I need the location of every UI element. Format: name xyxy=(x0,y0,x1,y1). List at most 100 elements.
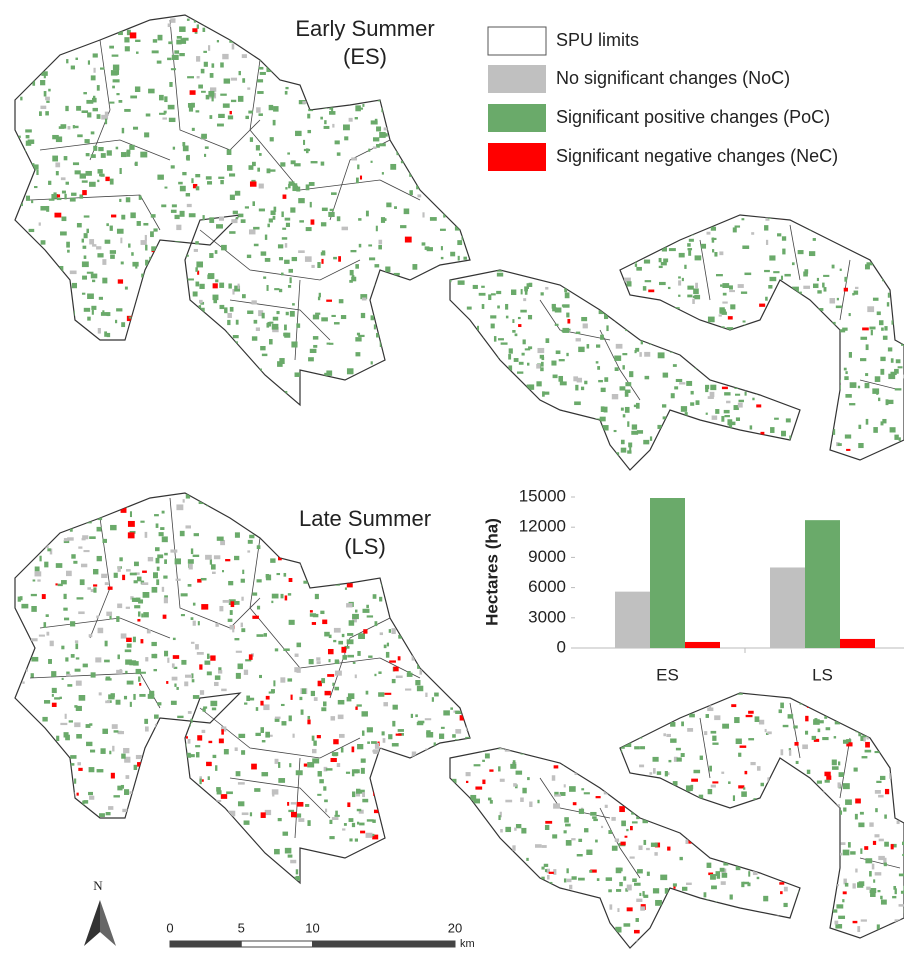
land-cover-speck xyxy=(506,447,510,452)
land-cover-speck xyxy=(702,366,705,370)
land-cover-speck xyxy=(148,437,154,441)
land-cover-speck xyxy=(505,827,511,832)
land-cover-speck xyxy=(566,133,571,137)
land-cover-speck xyxy=(325,691,331,695)
land-cover-speck xyxy=(466,690,472,695)
land-cover-speck xyxy=(105,701,110,704)
land-cover-speck xyxy=(442,189,445,195)
land-cover-speck xyxy=(69,446,72,452)
land-cover-speck xyxy=(55,583,57,585)
land-cover-speck xyxy=(766,43,772,48)
land-cover-speck xyxy=(750,762,755,765)
land-cover-speck xyxy=(47,291,51,295)
land-cover-speck xyxy=(28,754,34,757)
land-cover-speck xyxy=(363,449,368,454)
land-cover-speck xyxy=(125,287,128,290)
land-cover-speck xyxy=(388,847,392,852)
land-cover-speck xyxy=(464,604,469,609)
land-cover-speck xyxy=(670,738,676,742)
land-cover-speck xyxy=(400,898,404,904)
land-cover-speck xyxy=(311,161,318,163)
land-cover-speck xyxy=(886,155,891,159)
land-cover-speck xyxy=(778,793,785,796)
land-cover-speck xyxy=(44,862,47,868)
land-cover-speck xyxy=(844,288,848,292)
land-cover-speck xyxy=(359,244,362,248)
land-cover-speck xyxy=(453,144,459,149)
land-cover-speck xyxy=(229,885,234,888)
land-cover-speck xyxy=(273,680,275,686)
land-cover-speck xyxy=(506,437,508,443)
land-cover-speck xyxy=(558,411,564,415)
land-cover-speck xyxy=(499,724,502,727)
land-cover-speck xyxy=(213,755,217,758)
land-cover-speck xyxy=(522,353,525,356)
land-cover-speck xyxy=(751,923,756,928)
land-cover-speck xyxy=(184,342,187,345)
land-cover-speck xyxy=(235,747,238,751)
land-cover-speck xyxy=(48,181,51,185)
land-cover-speck xyxy=(506,206,510,211)
land-cover-speck xyxy=(232,824,237,828)
land-cover-speck xyxy=(241,750,245,755)
land-cover-speck xyxy=(320,83,324,89)
land-cover-speck xyxy=(630,213,632,217)
land-cover-speck xyxy=(668,287,671,289)
land-cover-speck xyxy=(153,283,157,287)
land-cover-speck xyxy=(711,731,717,734)
land-cover-speck xyxy=(413,647,416,650)
land-cover-speck xyxy=(504,442,508,446)
land-cover-speck xyxy=(368,906,372,910)
land-cover-speck xyxy=(681,753,685,757)
land-cover-speck xyxy=(852,224,859,227)
land-cover-speck xyxy=(200,308,205,313)
land-cover-speck xyxy=(111,379,114,382)
land-cover-speck xyxy=(358,218,361,221)
land-cover-speck xyxy=(281,704,285,706)
land-cover-speck xyxy=(792,326,798,330)
land-cover-speck xyxy=(250,812,252,816)
land-cover-speck xyxy=(721,457,727,460)
land-cover-speck xyxy=(329,111,335,115)
land-cover-speck xyxy=(839,772,844,777)
land-cover-speck xyxy=(109,46,114,49)
land-cover-speck xyxy=(772,176,776,180)
land-cover-speck xyxy=(61,646,64,650)
land-cover-speck xyxy=(601,388,606,392)
land-cover-speck xyxy=(437,385,441,388)
land-cover-speck xyxy=(604,756,608,761)
land-cover-speck xyxy=(880,896,882,899)
land-cover-speck xyxy=(555,52,562,57)
land-cover-speck xyxy=(488,858,490,861)
land-cover-speck xyxy=(164,910,169,915)
land-cover-speck xyxy=(546,121,549,127)
land-cover-speck xyxy=(450,707,453,709)
land-cover-speck xyxy=(540,355,544,359)
land-cover-speck xyxy=(363,629,367,633)
land-cover-speck xyxy=(333,739,338,744)
land-cover-speck xyxy=(91,901,94,905)
land-cover-speck xyxy=(636,403,640,409)
land-cover-speck xyxy=(470,423,475,426)
land-cover-speck xyxy=(599,766,606,771)
land-cover-speck xyxy=(844,277,847,282)
land-cover-speck xyxy=(564,817,569,822)
land-cover-speck xyxy=(372,820,375,823)
land-cover-speck xyxy=(291,341,297,347)
land-cover-speck xyxy=(198,85,203,89)
land-cover-speck xyxy=(236,217,238,219)
land-cover-speck xyxy=(224,307,227,313)
land-cover-speck xyxy=(846,449,850,451)
land-cover-speck xyxy=(27,730,33,735)
land-cover-speck xyxy=(669,92,676,96)
land-cover-speck xyxy=(281,721,286,725)
land-cover-speck xyxy=(76,657,79,659)
land-cover-speck xyxy=(556,350,561,354)
land-cover-speck xyxy=(867,52,873,55)
land-cover-speck xyxy=(179,830,184,833)
land-cover-speck xyxy=(50,641,54,647)
land-cover-speck xyxy=(435,180,437,184)
land-cover-speck xyxy=(487,897,491,901)
land-cover-speck xyxy=(100,67,104,69)
land-cover-speck xyxy=(33,815,40,817)
